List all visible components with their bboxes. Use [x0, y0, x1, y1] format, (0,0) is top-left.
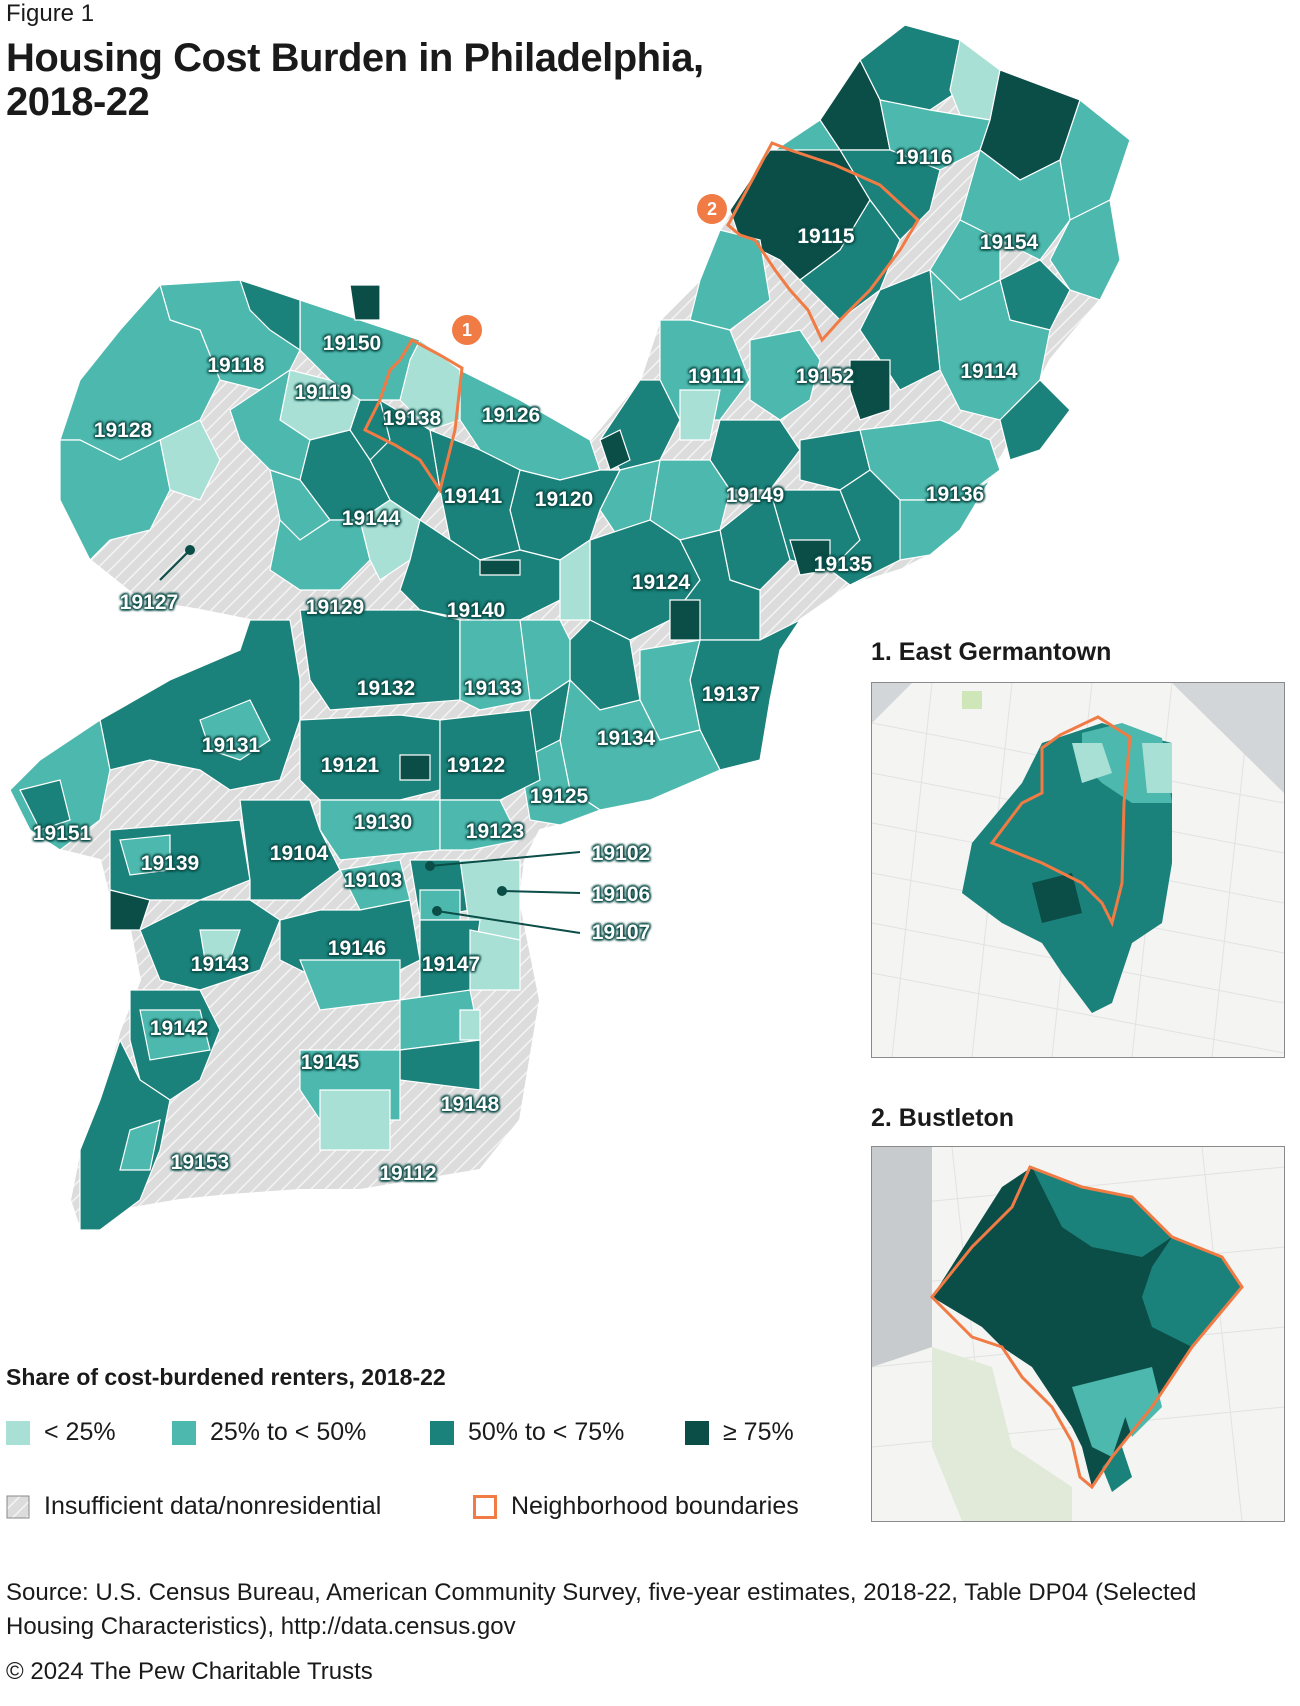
legend-item-ge75: ≥ 75%	[685, 1418, 794, 1447]
zip-label: 19107	[591, 921, 651, 944]
zip-label: 19133	[463, 677, 523, 700]
zip-label: 19124	[631, 571, 691, 594]
zip-label: 19140	[446, 599, 506, 622]
hatch-swatch	[6, 1495, 30, 1518]
legend-swatch	[430, 1420, 454, 1445]
legend-item-50to75: 50% to < 75%	[430, 1418, 624, 1447]
zip-label: 19103	[343, 869, 403, 892]
zip-label: 19136	[925, 483, 985, 506]
inset-map-bustleton	[872, 1147, 1284, 1521]
zip-label: 19115	[797, 225, 855, 248]
zip-label: 19145	[300, 1051, 360, 1074]
zip-label: 19143	[190, 953, 250, 976]
zip-label: 19120	[534, 488, 594, 511]
legend-item-boundary: Neighborhood boundaries	[473, 1492, 799, 1521]
legend-swatch	[473, 1494, 497, 1519]
zip-label: 19118	[207, 354, 265, 377]
zip-label: 19122	[446, 754, 506, 777]
zip-label: 19119	[294, 381, 352, 404]
legend-label: 25% to < 50%	[210, 1418, 367, 1446]
legend-item-insufficient: Insufficient data/nonresidential	[6, 1492, 381, 1521]
inset-title-bustleton: 2. Bustleton	[871, 1104, 1015, 1132]
inset-title-east-germantown: 1. East Germantown	[871, 638, 1112, 666]
zip-label: 19138	[382, 407, 442, 430]
legend-swatch	[685, 1420, 709, 1445]
zip-label: 19131	[201, 734, 261, 757]
legend-label: Insufficient data/nonresidential	[44, 1492, 382, 1520]
inset-map-east-germantown	[872, 683, 1284, 1057]
zip-label: 19127	[119, 591, 179, 614]
legend-swatch	[172, 1420, 196, 1445]
zip-label: 19153	[170, 1151, 230, 1174]
zip-label: 19106	[591, 883, 651, 906]
zip-label: 19147	[421, 953, 481, 976]
marker-bustleton: 2	[697, 194, 727, 224]
zip-label: 19130	[353, 811, 413, 834]
zip-label: 19102	[591, 842, 651, 865]
zip-label: 19116	[895, 146, 953, 169]
zip-label: 19144	[341, 507, 401, 530]
legend-label: 50% to < 75%	[468, 1418, 625, 1446]
zip-label: 19121	[320, 754, 380, 777]
zip-label: 19141	[443, 485, 503, 508]
legend-title: Share of cost-burdened renters, 2018-22	[6, 1364, 446, 1390]
callout-lines	[159, 545, 581, 934]
zip-label: 19148	[440, 1093, 500, 1116]
zip-label: 19134	[596, 727, 656, 750]
marker-east-germantown: 1	[452, 315, 482, 345]
legend-label: < 25%	[44, 1418, 116, 1446]
zip-label: 19150	[322, 332, 382, 355]
zip-label: 19152	[795, 365, 855, 388]
legend-item-lt25: < 25%	[6, 1418, 116, 1447]
bustleton-boundary	[726, 141, 920, 343]
zip-label: 19132	[356, 677, 416, 700]
inset-bustleton	[871, 1146, 1285, 1522]
zip-label: 19112	[379, 1162, 437, 1185]
zip-label: 19128	[93, 419, 153, 442]
zip-label: 19149	[725, 484, 785, 507]
zip-label: 19151	[32, 822, 92, 845]
legend-swatch	[6, 1420, 30, 1445]
zip-label: 19129	[305, 596, 365, 619]
tract-fills	[9, 24, 1131, 1231]
zip-label: 19114	[960, 360, 1018, 383]
legend-item-25to50: 25% to < 50%	[172, 1418, 366, 1447]
zip-label: 19125	[529, 785, 589, 808]
zip-label: 19104	[269, 842, 329, 865]
zip-label: 19135	[813, 553, 873, 576]
legend-label: ≥ 75%	[723, 1418, 794, 1446]
zip-label: 19139	[140, 852, 200, 875]
zip-label: 19137	[701, 683, 761, 706]
zip-label: 19142	[149, 1017, 209, 1040]
chart-title: Housing Cost Burden in Philadelphia, 201…	[6, 36, 704, 124]
zip-label: 19111	[687, 365, 745, 388]
figure-label: Figure 1	[6, 0, 95, 27]
legend-label: Neighborhood boundaries	[511, 1492, 799, 1520]
zip-label: 19123	[465, 820, 525, 843]
copyright: © 2024 The Pew Charitable Trusts	[6, 1658, 373, 1685]
zip-label: 19146	[327, 937, 387, 960]
zip-label: 19126	[481, 404, 541, 427]
inset-east-germantown	[871, 682, 1285, 1058]
zip-label: 19154	[979, 231, 1039, 254]
source-note: Source: U.S. Census Bureau, American Com…	[6, 1579, 1197, 1640]
east-germantown-boundary	[362, 338, 464, 494]
